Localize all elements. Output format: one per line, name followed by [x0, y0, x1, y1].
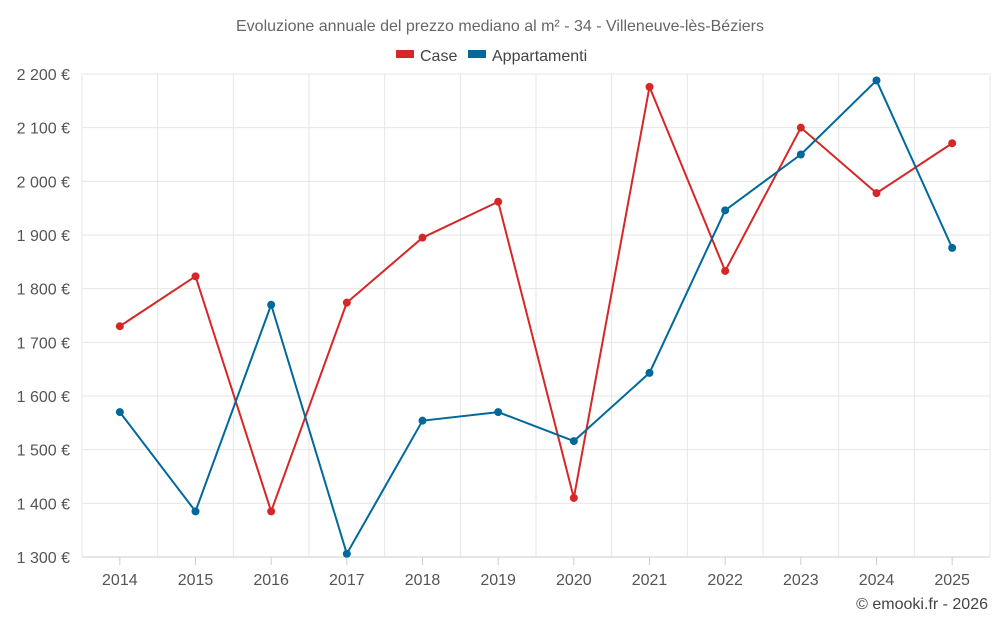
y-tick-label: 1 800 € — [17, 282, 70, 299]
x-tick-label: 2024 — [859, 572, 895, 589]
legend-label: Case — [420, 48, 457, 65]
x-tick-label: 2017 — [329, 572, 365, 589]
data-point — [191, 272, 200, 281]
data-point — [267, 507, 276, 516]
y-tick-label: 2 100 € — [17, 121, 70, 138]
data-point — [115, 408, 124, 417]
x-gridlines — [81, 74, 991, 557]
legend-swatch — [468, 50, 486, 58]
credit-text: © emooki.fr - 2026 — [856, 596, 988, 613]
y-axis-ticks: 1 300 € 1 400 € 1 500 € 1 600 € 1 700 € 1 800… — [17, 67, 70, 567]
y-tick-label: 1 300 € — [17, 550, 70, 567]
y-tick-label: 2 000 € — [17, 174, 70, 191]
series-appartamenti — [115, 76, 957, 558]
data-point — [948, 243, 957, 252]
data-point — [342, 298, 351, 307]
legend-item-appartamenti: Appartamenti — [468, 48, 587, 65]
data-point — [115, 322, 124, 331]
data-point — [796, 150, 805, 159]
data-point — [569, 493, 578, 502]
legend-swatch — [396, 50, 414, 58]
data-point — [721, 266, 730, 275]
data-point — [267, 300, 276, 309]
y-tick-label: 1 700 € — [17, 335, 70, 352]
x-tick-label: 2020 — [556, 572, 592, 589]
x-tick-label: 2023 — [783, 572, 819, 589]
series-layer — [115, 76, 957, 558]
x-tick-label: 2016 — [253, 572, 289, 589]
data-point — [418, 233, 427, 242]
x-tick-label: 2015 — [178, 572, 214, 589]
series-case — [115, 82, 957, 516]
data-point — [191, 507, 200, 516]
data-point — [342, 549, 351, 558]
y-tick-label: 1 500 € — [17, 443, 70, 460]
series-line — [119, 85, 953, 513]
legend-label: Appartamenti — [492, 48, 587, 65]
x-tick-label: 2021 — [632, 572, 668, 589]
y-tick-label: 1 400 € — [17, 496, 70, 513]
data-point — [872, 189, 881, 198]
y-tick-label: 1 900 € — [17, 228, 70, 245]
series-line — [119, 79, 954, 555]
legend: Case Appartamenti — [396, 48, 587, 65]
x-tick-label: 2018 — [405, 572, 441, 589]
data-point — [494, 408, 503, 417]
data-point — [645, 368, 654, 377]
data-point — [494, 197, 503, 206]
data-point — [418, 416, 427, 425]
data-point — [569, 437, 578, 446]
legend-item-case: Case — [396, 48, 457, 65]
x-axis-ticks: 2014 2015 2016 2017 2018 2019 2020 2021 2022 2023… — [102, 557, 970, 589]
data-point — [645, 82, 654, 91]
data-point — [948, 139, 957, 148]
x-tick-label: 2014 — [102, 572, 138, 589]
x-tick-label: 2019 — [480, 572, 516, 589]
y-tick-label: 1 600 € — [17, 389, 70, 406]
chart-title: Evoluzione annuale del prezzo mediano al… — [236, 18, 764, 35]
data-point — [872, 76, 881, 85]
data-point — [721, 206, 730, 215]
x-tick-label: 2025 — [934, 572, 970, 589]
y-tick-label: 2 200 € — [17, 67, 70, 84]
x-tick-label: 2022 — [707, 572, 743, 589]
data-point — [796, 123, 805, 132]
y-gridlines — [82, 73, 990, 558]
